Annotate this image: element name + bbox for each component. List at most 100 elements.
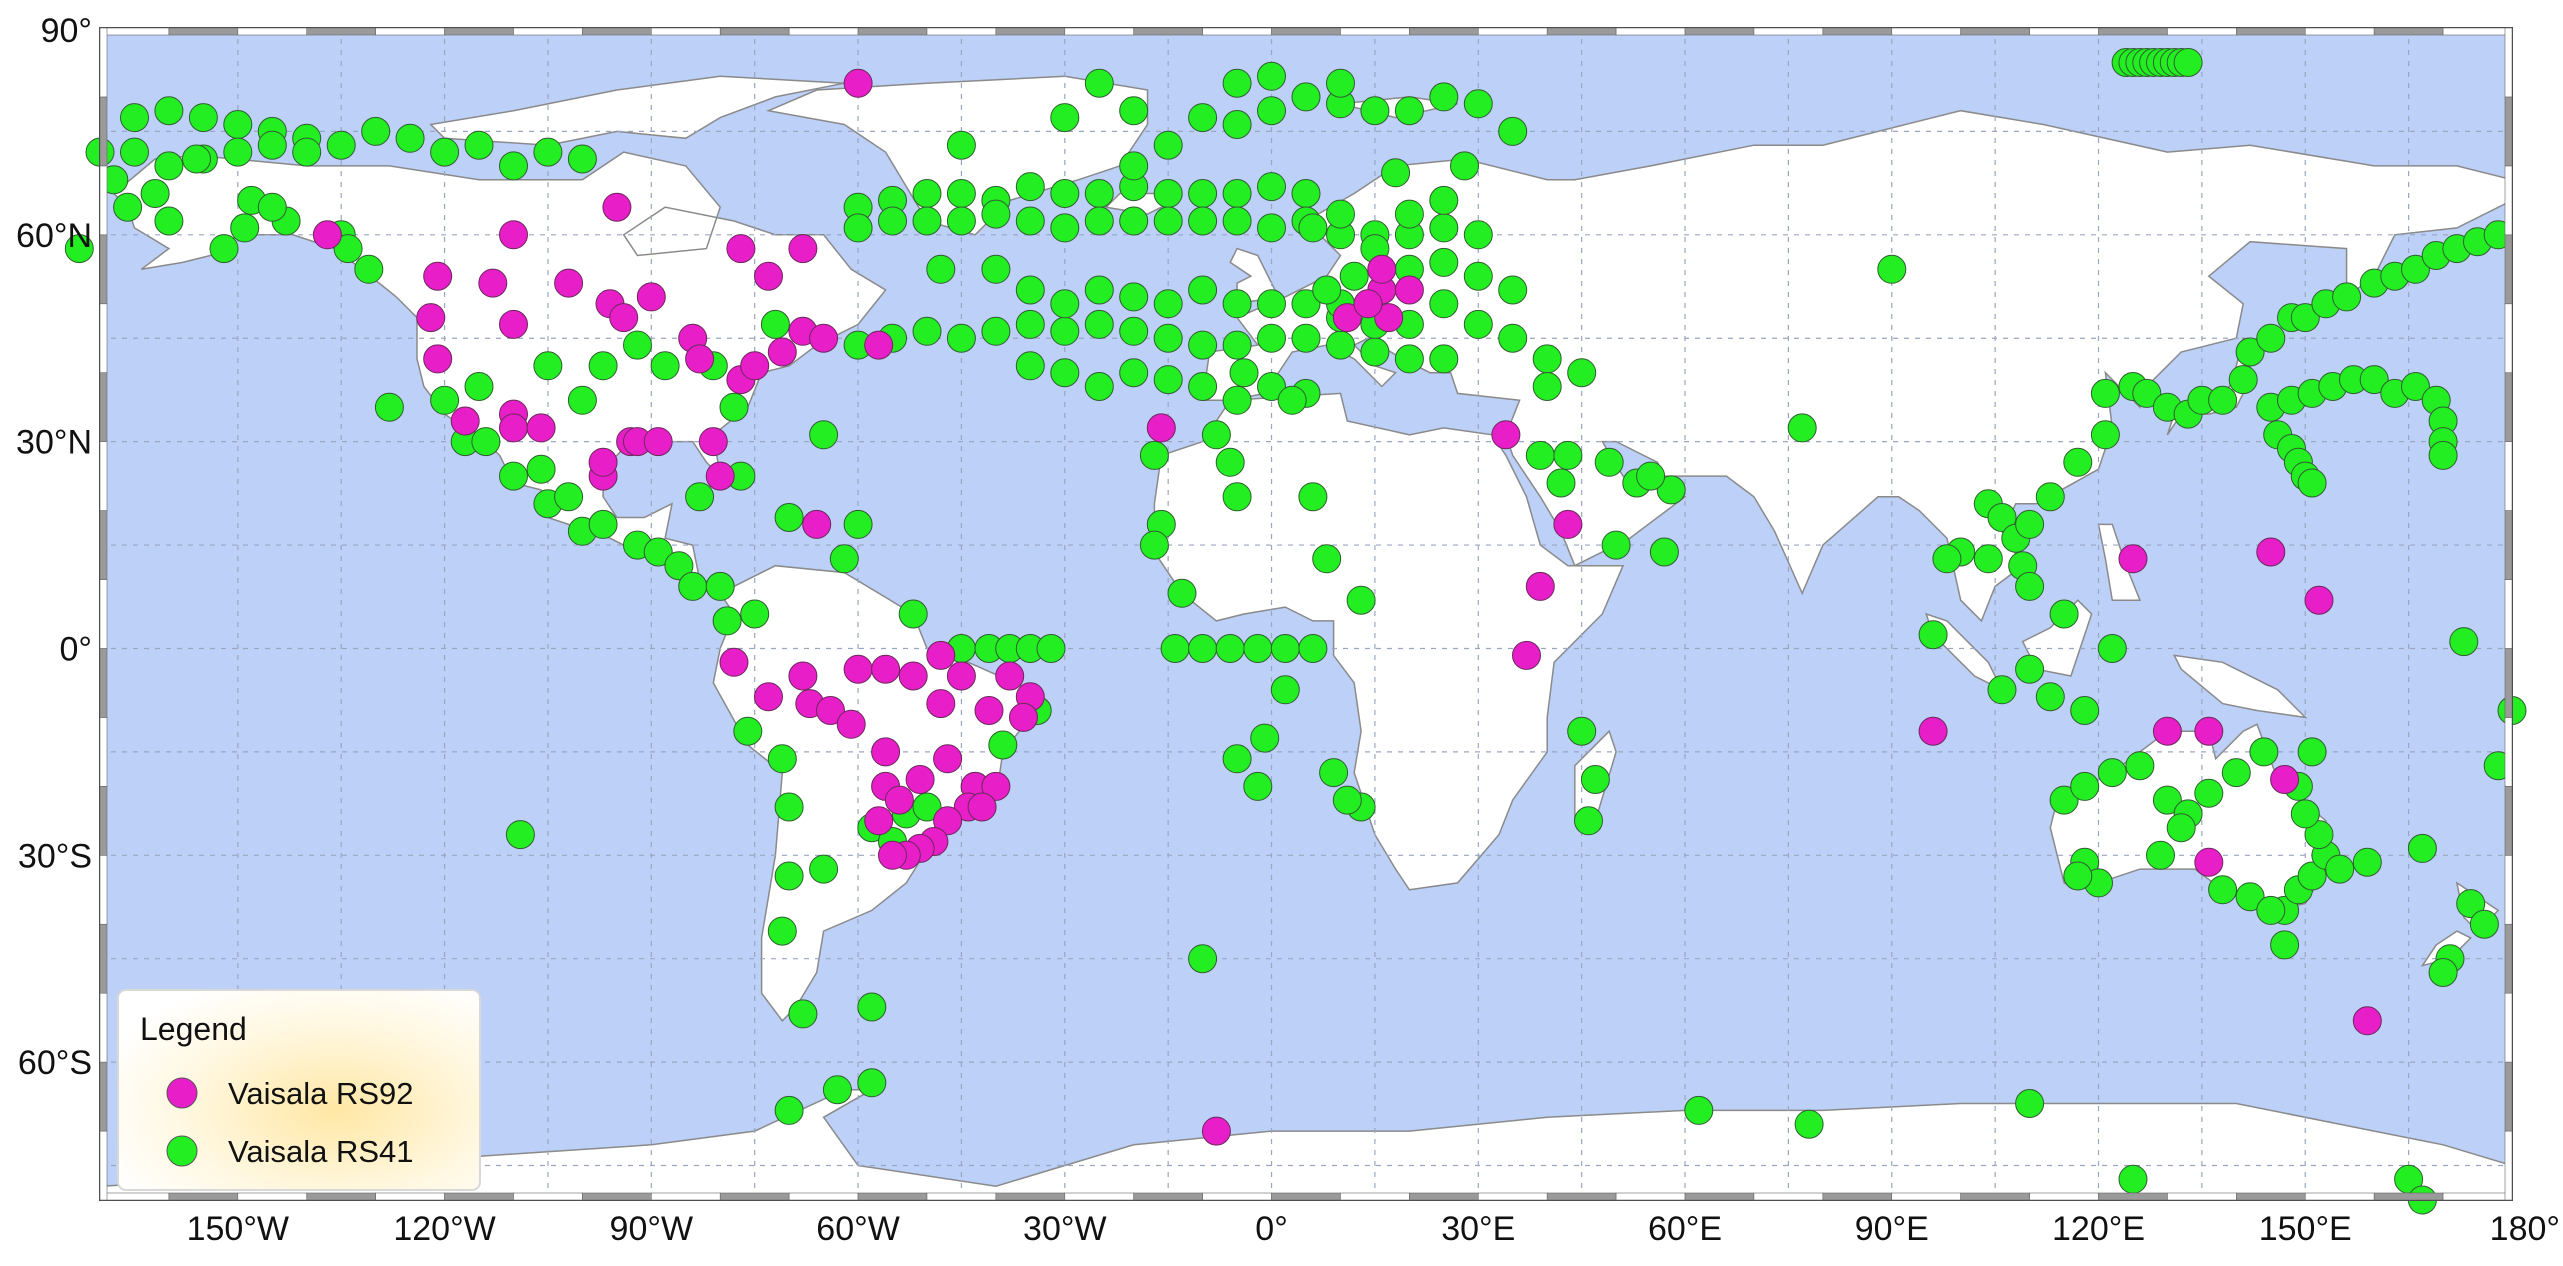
- station-marker-rs41: [981, 254, 1011, 284]
- frame-segment: [1133, 1192, 1203, 1201]
- station-marker-rs41: [223, 110, 253, 139]
- station-marker-rs41: [1339, 261, 1369, 291]
- lon-tick-label: 60°W: [816, 1210, 900, 1248]
- station-marker-rs41: [1188, 275, 1218, 305]
- land-africa: [1153, 392, 1625, 891]
- station-marker-rs41: [643, 537, 673, 567]
- station-marker-rs41: [1084, 372, 1114, 401]
- frame-segment: [1133, 27, 1203, 36]
- station-marker-rs41: [533, 137, 563, 167]
- station-marker-rs41: [1257, 289, 1286, 319]
- station-marker-rs41: [1291, 82, 1321, 112]
- frame-segment: [444, 27, 514, 36]
- station-marker-rs92: [1512, 640, 1541, 670]
- station-marker-rs92: [499, 413, 528, 443]
- station-marker-rs41: [1153, 179, 1183, 208]
- station-marker-rs41: [946, 130, 976, 160]
- station-marker-rs41: [326, 130, 356, 160]
- station-marker-rs92: [878, 840, 907, 870]
- station-marker-rs41: [1119, 282, 1149, 312]
- frame-segment: [719, 27, 790, 36]
- station-marker-rs41: [1463, 261, 1493, 291]
- frame-segment: [1064, 27, 1135, 36]
- station-marker-rs41: [182, 144, 211, 174]
- frame-segment: [1477, 27, 1548, 36]
- station-marker-rs41: [2256, 895, 2286, 925]
- station-marker-rs92: [843, 654, 873, 684]
- station-marker-rs41: [1394, 344, 1424, 374]
- station-marker-rs41: [946, 323, 976, 353]
- frame-segment: [2504, 717, 2513, 787]
- station-marker-rs41: [988, 730, 1018, 760]
- station-marker-rs41: [788, 999, 818, 1029]
- station-marker-rs41: [354, 254, 384, 284]
- station-marker-rs41: [2118, 1164, 2148, 1194]
- station-marker-rs41: [2070, 696, 2100, 725]
- station-marker-rs41: [1291, 323, 1321, 353]
- station-marker-rs92: [2194, 716, 2224, 746]
- station-marker-rs41: [2401, 372, 2430, 401]
- station-marker-rs92: [1374, 303, 1404, 333]
- frame-segment: [2504, 96, 2513, 167]
- station-marker-rs41: [2401, 254, 2430, 284]
- station-marker-rs41: [1298, 482, 1328, 512]
- station-marker-rs41: [1532, 372, 1562, 401]
- lat-tick-label: 30°N: [16, 424, 92, 462]
- station-marker-rs41: [774, 503, 804, 532]
- frame-segment: [1409, 1192, 1479, 1201]
- station-marker-rs41: [829, 544, 859, 574]
- frame-segment: [857, 1192, 928, 1201]
- frame-segment: [582, 1192, 652, 1201]
- station-marker-rs41: [2049, 785, 2079, 815]
- station-marker-rs92: [871, 654, 901, 684]
- station-marker-rs41: [188, 103, 218, 133]
- station-marker-rs41: [1574, 806, 1603, 836]
- legend-title: Legend: [140, 1011, 247, 1047]
- station-marker-rs41: [1450, 151, 1479, 181]
- station-marker-rs41: [2035, 482, 2065, 512]
- frame-segment: [1960, 27, 2030, 36]
- frame-segment: [1202, 27, 1272, 36]
- station-marker-rs41: [1243, 634, 1273, 663]
- station-marker-rs92: [1367, 254, 1397, 284]
- station-marker-rs41: [705, 571, 735, 601]
- frame-segment: [1822, 1192, 1893, 1201]
- lat-tick-label: 60°S: [18, 1044, 92, 1082]
- station-marker-rs41: [1119, 316, 1149, 346]
- station-marker-rs41: [209, 234, 239, 264]
- frame-segment: [2029, 27, 2099, 36]
- frame-segment: [99, 992, 108, 1063]
- station-marker-rs41: [361, 116, 391, 146]
- station-marker-rs41: [464, 130, 494, 160]
- frame-segment: [2504, 303, 2513, 374]
- station-marker-rs92: [643, 427, 673, 457]
- legend-box: [117, 989, 481, 1191]
- station-marker-rs41: [2208, 875, 2238, 905]
- station-marker-rs92: [1201, 1116, 1231, 1146]
- station-marker-rs41: [946, 179, 976, 208]
- station-marker-rs92: [312, 220, 342, 250]
- station-marker-rs41: [464, 372, 494, 401]
- station-marker-rs41: [1250, 723, 1280, 753]
- station-marker-rs41: [809, 420, 839, 450]
- station-marker-rs41: [1498, 116, 1528, 146]
- graticule: [100, 27, 2513, 1200]
- station-marker-rs92: [499, 220, 528, 250]
- station-marker-rs41: [257, 192, 287, 222]
- station-marker-rs41: [257, 130, 287, 160]
- lat-tick-label: 90°: [41, 12, 92, 50]
- frame-segment: [2504, 510, 2513, 580]
- lat-tick-label: 60°N: [16, 217, 92, 255]
- station-marker-rs41: [505, 820, 535, 850]
- station-marker-rs41: [2297, 468, 2327, 498]
- station-marker-rs41: [1463, 220, 1493, 250]
- station-marker-rs41: [740, 599, 770, 629]
- station-marker-rs41: [1312, 544, 1342, 574]
- station-marker-rs41: [1050, 213, 1080, 243]
- station-marker-rs41: [767, 916, 797, 946]
- station-marker-rs41: [1787, 413, 1817, 443]
- station-marker-rs41: [1222, 289, 1252, 319]
- station-marker-rs41: [1050, 103, 1080, 133]
- station-marker-rs41: [1243, 771, 1273, 801]
- station-marker-rs41: [1332, 785, 1362, 815]
